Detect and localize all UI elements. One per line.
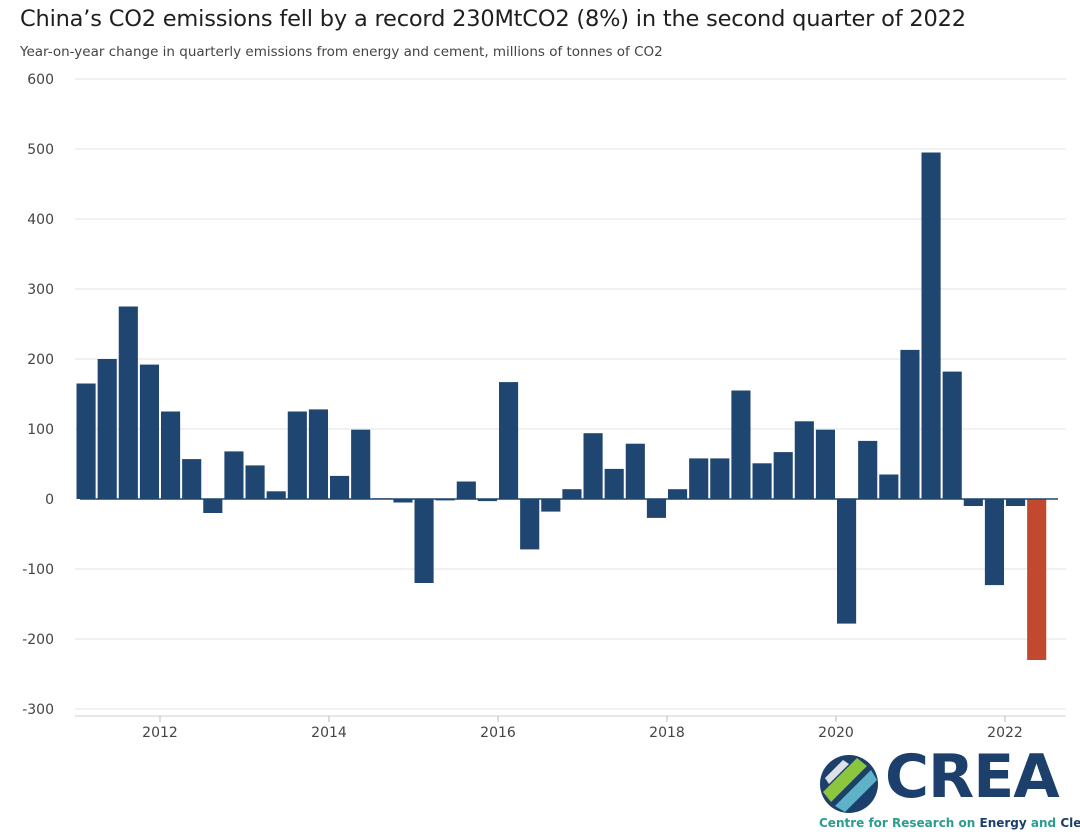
bar [330,475,350,499]
bar [203,499,223,513]
bar [984,499,1005,586]
crea-logo-tagline: Centre for Research on Energy and Clean … [819,816,1080,830]
bar [97,359,117,499]
y-tick-label: 0 [45,492,54,508]
y-tick-label: 600 [27,72,54,88]
bar [815,429,836,499]
gridlines [75,78,1066,710]
x-tick-label: 2012 [142,725,178,741]
y-tick-label: 400 [27,212,54,228]
bar [499,382,519,499]
bar [879,474,899,499]
bar [224,451,244,499]
y-axis-ticks: -300 -200 -100 0 100 200 300 400 500 600 [22,72,54,718]
bar [182,459,202,499]
bar [752,463,772,499]
chart-subtitle: Year-on-year change in quarterly emissio… [20,44,663,60]
bar [456,481,476,499]
crea-logo-icon [820,755,878,813]
bar [1006,499,1026,506]
bar [245,465,265,499]
y-tick-label: 500 [27,142,54,158]
bar [963,499,983,506]
y-tick-label: 100 [27,422,54,438]
bar [287,411,307,499]
bar [646,499,667,518]
bar-highlight [1027,499,1047,660]
y-tick-label: 200 [27,352,54,368]
bar [689,458,709,499]
bar [266,491,286,499]
bar [393,499,413,503]
crea-logo-word: CREA [885,742,1060,812]
x-tick-label: 2018 [649,725,685,741]
bar [477,499,498,502]
bar [921,152,941,499]
bar [604,468,624,499]
x-tick-label: 2016 [480,725,516,741]
bar [837,499,857,624]
y-tick-label: -300 [22,702,54,718]
bar [794,421,814,499]
y-tick-label: 300 [27,282,54,298]
bar [308,409,329,499]
chart-title: China’s CO2 emissions fell by a record 2… [20,6,966,32]
bar [562,489,582,499]
bar [351,429,371,499]
bar [76,383,96,499]
bar [900,349,920,499]
x-axis-ticks: 2012 2014 2016 2018 2020 2022 [75,715,1066,741]
bar [710,458,730,499]
crea-logo: CREA Centre for Research on Energy and C… [815,742,1080,834]
bar [668,489,688,499]
x-tick-label: 2014 [311,725,347,741]
y-tick-label: -100 [22,562,54,578]
bar [520,499,540,550]
bars [76,152,1047,660]
bar [118,306,138,499]
y-tick-label: -200 [22,632,54,648]
bar [942,371,962,499]
bar [731,390,751,499]
bar [583,433,603,499]
bar [541,499,561,512]
x-tick-label: 2020 [818,725,854,741]
bar [625,443,645,499]
bar [858,440,878,499]
bar [773,452,793,499]
x-tick-label: 2022 [987,725,1023,741]
bar [161,411,181,499]
bar [414,499,434,583]
bar [139,364,160,499]
